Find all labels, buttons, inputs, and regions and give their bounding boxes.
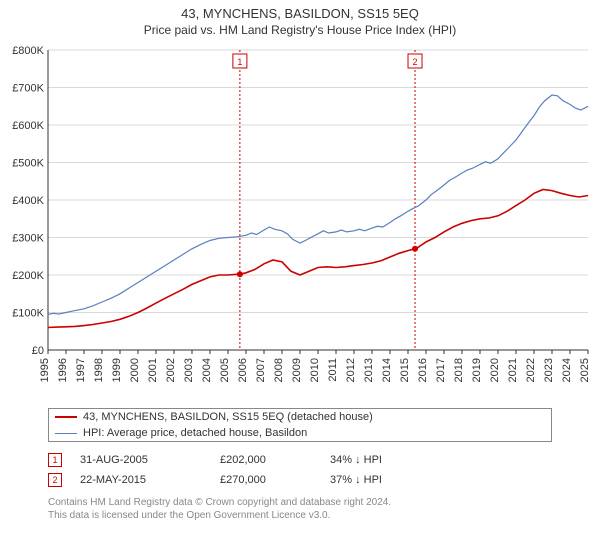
- svg-text:2018: 2018: [453, 358, 465, 382]
- sale-diff: 37% ↓ HPI: [330, 474, 440, 486]
- svg-text:2010: 2010: [309, 358, 321, 382]
- svg-text:£800K: £800K: [12, 45, 44, 57]
- svg-text:2004: 2004: [201, 358, 213, 382]
- footer-line-2: This data is licensed under the Open Gov…: [48, 509, 552, 522]
- svg-text:2015: 2015: [399, 358, 411, 382]
- svg-text:2024: 2024: [561, 358, 573, 382]
- footer-line-1: Contains HM Land Registry data © Crown c…: [48, 496, 552, 509]
- sale-date: 22-MAY-2015: [80, 474, 220, 486]
- legend-row-hpi: HPI: Average price, detached house, Basi…: [49, 425, 551, 441]
- legend-row-price-paid: 43, MYNCHENS, BASILDON, SS15 5EQ (detach…: [49, 409, 551, 425]
- svg-text:2016: 2016: [417, 358, 429, 382]
- svg-text:2025: 2025: [579, 358, 591, 382]
- sale-diff: 34% ↓ HPI: [330, 454, 440, 466]
- svg-text:2011: 2011: [327, 358, 339, 382]
- svg-text:£500K: £500K: [12, 158, 44, 170]
- svg-text:2017: 2017: [435, 358, 447, 382]
- chart-plot-area: £0 £100K £200K £300K £400K £500K £600K £700K £80…: [0, 44, 600, 404]
- sale-marker-icon: 2: [48, 473, 62, 487]
- sale-price: £270,000: [220, 474, 330, 486]
- svg-text:2013: 2013: [363, 358, 375, 382]
- svg-text:£200K: £200K: [12, 270, 44, 282]
- chart-title-subtitle: Price paid vs. HM Land Registry's House …: [0, 23, 600, 37]
- svg-text:2001: 2001: [147, 358, 159, 382]
- svg-text:2006: 2006: [237, 358, 249, 382]
- svg-text:£300K: £300K: [12, 233, 44, 245]
- svg-text:2020: 2020: [489, 358, 501, 382]
- legend-label-price-paid: 43, MYNCHENS, BASILDON, SS15 5EQ (detach…: [83, 411, 373, 423]
- legend-box: 43, MYNCHENS, BASILDON, SS15 5EQ (detach…: [48, 408, 552, 442]
- svg-text:£100K: £100K: [12, 308, 44, 320]
- svg-text:1: 1: [237, 57, 242, 67]
- svg-text:2000: 2000: [129, 358, 141, 382]
- svg-text:2021: 2021: [507, 358, 519, 382]
- svg-text:2002: 2002: [165, 358, 177, 382]
- svg-text:£400K: £400K: [12, 195, 44, 207]
- svg-text:1999: 1999: [111, 358, 123, 382]
- sales-row: 1 31-AUG-2005 £202,000 34% ↓ HPI: [48, 450, 552, 470]
- title-block: 43, MYNCHENS, BASILDON, SS15 5EQ Price p…: [0, 0, 600, 37]
- svg-text:1995: 1995: [39, 358, 51, 382]
- sales-row: 2 22-MAY-2015 £270,000 37% ↓ HPI: [48, 470, 552, 490]
- svg-text:£600K: £600K: [12, 120, 44, 132]
- svg-text:1996: 1996: [57, 358, 69, 382]
- svg-text:1997: 1997: [75, 358, 87, 382]
- svg-text:2023: 2023: [543, 358, 555, 382]
- legend-label-hpi: HPI: Average price, detached house, Basi…: [83, 427, 307, 439]
- chart-svg: £0 £100K £200K £300K £400K £500K £600K £700K £80…: [0, 44, 600, 404]
- svg-text:2003: 2003: [183, 358, 195, 382]
- sales-table: 1 31-AUG-2005 £202,000 34% ↓ HPI 2 22-MA…: [48, 450, 552, 490]
- svg-text:2007: 2007: [255, 358, 267, 382]
- sale-marker-icon: 1: [48, 453, 62, 467]
- legend-swatch-blue: [55, 433, 77, 434]
- svg-text:2014: 2014: [381, 358, 393, 382]
- svg-text:2009: 2009: [291, 358, 303, 382]
- svg-text:2: 2: [413, 57, 418, 67]
- sale-date: 31-AUG-2005: [80, 454, 220, 466]
- chart-container: 43, MYNCHENS, BASILDON, SS15 5EQ Price p…: [0, 0, 600, 560]
- svg-text:2005: 2005: [219, 358, 231, 382]
- svg-text:2022: 2022: [525, 358, 537, 382]
- svg-text:1998: 1998: [93, 358, 105, 382]
- svg-text:2008: 2008: [273, 358, 285, 382]
- svg-text:£0: £0: [32, 345, 44, 357]
- footer-attribution: Contains HM Land Registry data © Crown c…: [48, 496, 552, 522]
- svg-text:£700K: £700K: [12, 83, 44, 95]
- svg-text:2019: 2019: [471, 358, 483, 382]
- legend-swatch-red: [55, 416, 77, 418]
- sale-price: £202,000: [220, 454, 330, 466]
- svg-text:2012: 2012: [345, 358, 357, 382]
- chart-title-address: 43, MYNCHENS, BASILDON, SS15 5EQ: [0, 6, 600, 21]
